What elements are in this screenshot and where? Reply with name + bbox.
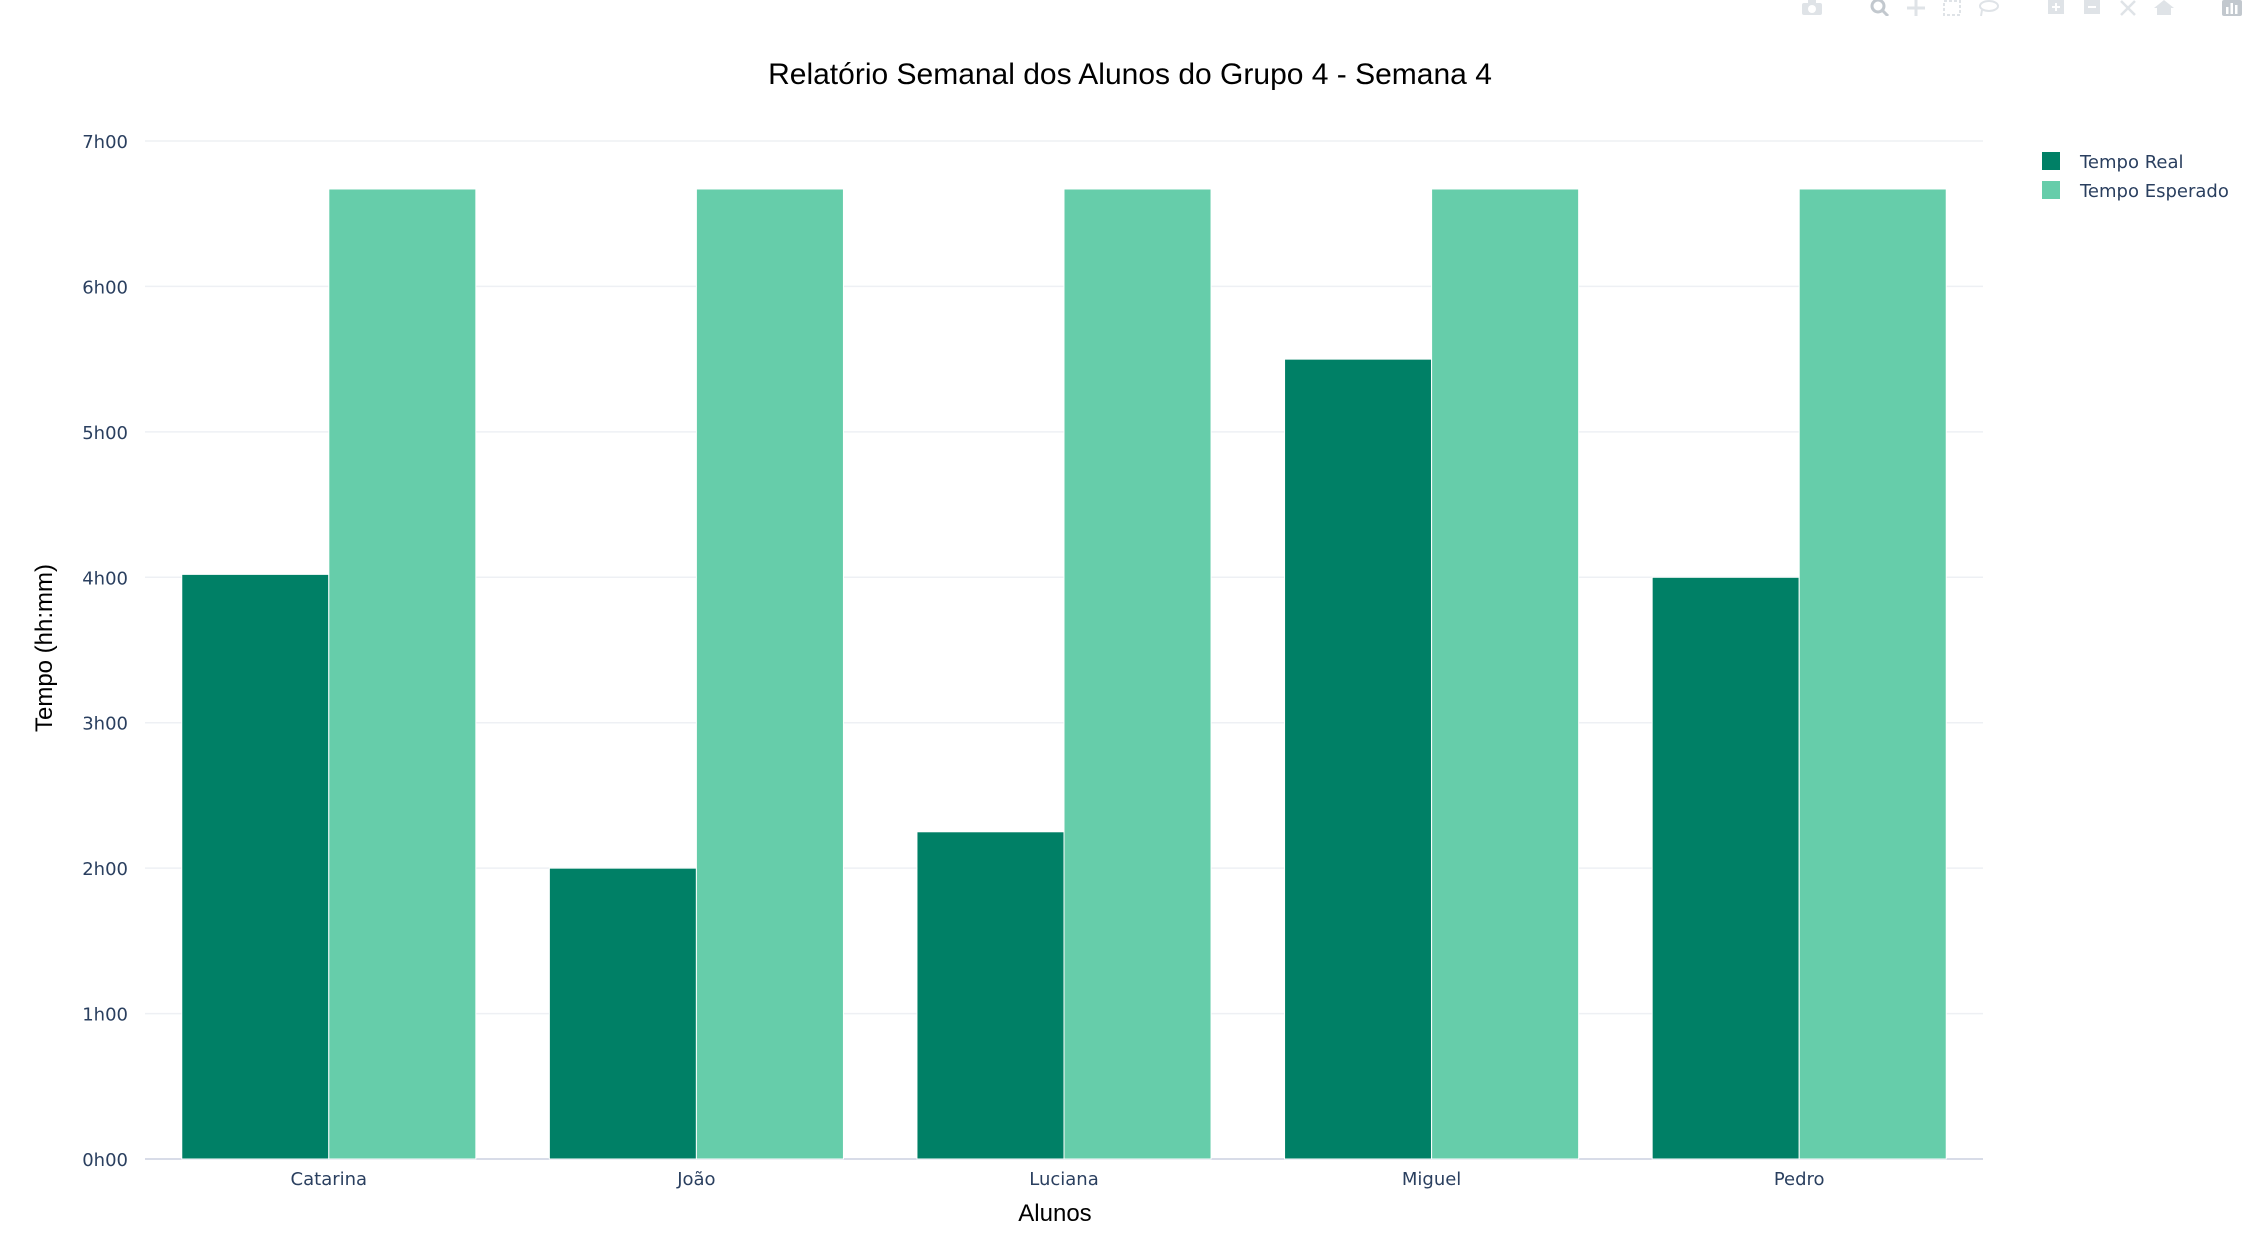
y-tick-label: 5h00 bbox=[82, 423, 128, 444]
bars bbox=[181, 188, 1947, 1160]
legend: Tempo Real Tempo Esperado bbox=[2042, 152, 2229, 202]
modebar bbox=[1799, 0, 2251, 22]
bar-tempo-esperado[interactable] bbox=[1063, 188, 1212, 1160]
legend-swatch[interactable] bbox=[2042, 152, 2060, 170]
autoscale-icon[interactable] bbox=[2115, 0, 2141, 22]
box-select-icon[interactable] bbox=[1939, 0, 1965, 22]
reset-axes-icon[interactable] bbox=[2151, 0, 2177, 22]
bar-tempo-esperado[interactable] bbox=[695, 188, 844, 1160]
y-tick-label: 6h00 bbox=[82, 277, 128, 298]
legend-item-label[interactable]: Tempo Esperado bbox=[2079, 181, 2229, 202]
y-tick-label: 4h00 bbox=[82, 568, 128, 589]
x-tick-label: Luciana bbox=[1029, 1169, 1099, 1190]
x-axis-ticks: Catarina João Luciana Miguel Pedro bbox=[291, 1169, 1825, 1190]
y-tick-label: 7h00 bbox=[82, 132, 128, 153]
y-tick-label: 1h00 bbox=[82, 1005, 128, 1026]
legend-item-label[interactable]: Tempo Real bbox=[2079, 152, 2184, 173]
bar-tempo-real[interactable] bbox=[548, 867, 697, 1160]
bar-tempo-real[interactable] bbox=[1651, 576, 1800, 1160]
zoom-icon[interactable] bbox=[1867, 0, 1893, 22]
x-tick-label: João bbox=[676, 1169, 715, 1190]
y-axis-ticks: 0h00 1h00 2h00 3h00 4h00 5h00 6h00 7h00 bbox=[82, 132, 128, 1171]
pan-icon[interactable] bbox=[1903, 0, 1929, 22]
zoom-out-icon[interactable] bbox=[2079, 0, 2105, 22]
bar-tempo-real[interactable] bbox=[1284, 358, 1433, 1160]
zoom-in-icon[interactable] bbox=[2043, 0, 2069, 22]
camera-icon[interactable] bbox=[1799, 0, 1825, 22]
bar-tempo-esperado[interactable] bbox=[328, 188, 477, 1160]
bar-tempo-real[interactable] bbox=[916, 831, 1065, 1160]
bar-tempo-esperado[interactable] bbox=[1798, 188, 1947, 1160]
y-tick-label: 0h00 bbox=[82, 1150, 128, 1171]
y-axis-label: Tempo (hh:mm) bbox=[31, 564, 58, 732]
x-axis-label: Alunos bbox=[1018, 1200, 1091, 1227]
lasso-select-icon[interactable] bbox=[1975, 0, 2001, 22]
x-tick-label: Pedro bbox=[1774, 1169, 1825, 1190]
chart-title: Relatório Semanal dos Alunos do Grupo 4 … bbox=[768, 58, 1492, 91]
bar-tempo-esperado[interactable] bbox=[1431, 188, 1580, 1160]
plotly-logo-icon[interactable] bbox=[2219, 0, 2245, 22]
x-tick-label: Miguel bbox=[1402, 1169, 1461, 1190]
y-tick-label: 3h00 bbox=[82, 714, 128, 735]
bar-tempo-real[interactable] bbox=[181, 573, 330, 1160]
legend-swatch[interactable] bbox=[2042, 181, 2060, 199]
y-tick-label: 2h00 bbox=[82, 859, 128, 880]
x-tick-label: Catarina bbox=[291, 1169, 368, 1190]
